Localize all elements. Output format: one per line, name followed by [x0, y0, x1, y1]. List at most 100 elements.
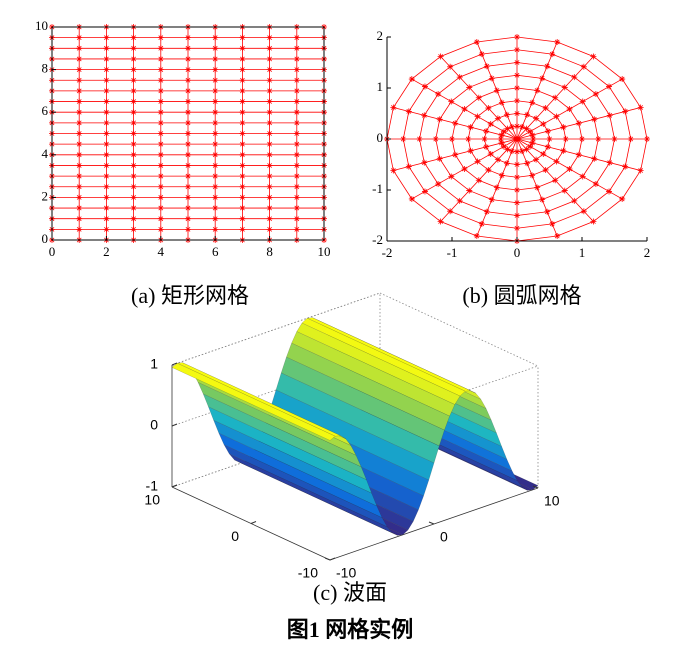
point: [239, 34, 246, 41]
point: [540, 150, 547, 157]
point: [266, 141, 273, 148]
point: [467, 147, 474, 154]
point: [475, 177, 482, 184]
point: [552, 177, 559, 184]
x-tick: [324, 557, 331, 561]
point: [523, 125, 530, 132]
point: [390, 167, 397, 174]
point: [448, 98, 455, 105]
point: [580, 63, 587, 70]
point: [579, 136, 585, 142]
point: [212, 109, 219, 116]
point: [293, 151, 300, 158]
point: [266, 109, 273, 116]
point: [560, 124, 567, 131]
point: [157, 34, 164, 41]
point: [533, 156, 540, 163]
point: [239, 226, 246, 233]
point: [478, 51, 485, 58]
y-tick-label: 0: [42, 231, 49, 246]
y-tick-label: 0: [377, 130, 384, 145]
point: [562, 136, 569, 142]
point: [266, 98, 273, 105]
point: [437, 218, 444, 225]
point: [239, 119, 246, 126]
point: [514, 59, 520, 66]
x-tick-label: 6: [212, 244, 219, 259]
point: [435, 91, 442, 98]
point: [637, 104, 644, 111]
point: [498, 139, 505, 146]
point: [185, 205, 191, 212]
point: [527, 143, 534, 150]
point: [157, 130, 164, 137]
point: [76, 226, 83, 233]
point: [293, 34, 300, 41]
point: [611, 136, 618, 142]
point: [157, 226, 164, 233]
point: [266, 66, 273, 73]
point: [500, 128, 507, 135]
point: [542, 166, 549, 173]
x-tick-label: 8: [266, 244, 273, 259]
point: [103, 45, 110, 52]
point: [239, 109, 246, 116]
point: [637, 167, 644, 174]
point: [157, 109, 164, 116]
y-tick-label: -2: [372, 232, 383, 247]
point: [448, 173, 455, 180]
point: [552, 94, 559, 101]
point: [421, 112, 428, 119]
point: [606, 188, 613, 195]
point: [130, 109, 137, 116]
point: [533, 115, 540, 122]
point: [266, 119, 273, 126]
point: [157, 45, 164, 52]
point: [185, 162, 191, 169]
point: [461, 165, 468, 172]
point: [76, 98, 83, 105]
point: [76, 194, 83, 201]
point: [478, 220, 485, 227]
point: [530, 136, 537, 142]
z-tick-label: 1: [150, 356, 158, 372]
point: [212, 55, 219, 62]
y-tick-label: 10: [35, 18, 48, 33]
point: [293, 194, 300, 201]
point: [185, 215, 191, 222]
point: [514, 212, 520, 219]
point: [76, 173, 83, 180]
x-tick-label: 10: [544, 493, 560, 509]
point: [400, 136, 407, 142]
point: [566, 106, 573, 113]
point: [514, 187, 520, 193]
point: [561, 187, 568, 194]
point: [514, 46, 520, 53]
point: [293, 119, 300, 126]
point: [293, 98, 300, 105]
point: [157, 215, 164, 222]
y-tick-label: 2: [377, 28, 384, 43]
point: [185, 66, 191, 73]
point: [239, 162, 246, 169]
point: [103, 87, 110, 94]
x-tick-label: 10: [318, 244, 331, 259]
point: [76, 109, 83, 116]
point: [103, 55, 110, 62]
point: [293, 183, 300, 190]
point: [293, 205, 300, 212]
point: [266, 87, 273, 94]
point: [619, 195, 626, 202]
point: [549, 220, 556, 227]
figure-caption: 图1 网格实例: [287, 617, 414, 642]
point: [212, 98, 219, 105]
point: [76, 55, 83, 62]
point: [130, 205, 137, 212]
point: [103, 151, 110, 158]
point: [157, 87, 164, 94]
point: [76, 162, 83, 169]
point: [560, 147, 567, 154]
point: [212, 130, 219, 137]
point: [130, 66, 137, 73]
y-tick-label: 10: [144, 492, 160, 508]
